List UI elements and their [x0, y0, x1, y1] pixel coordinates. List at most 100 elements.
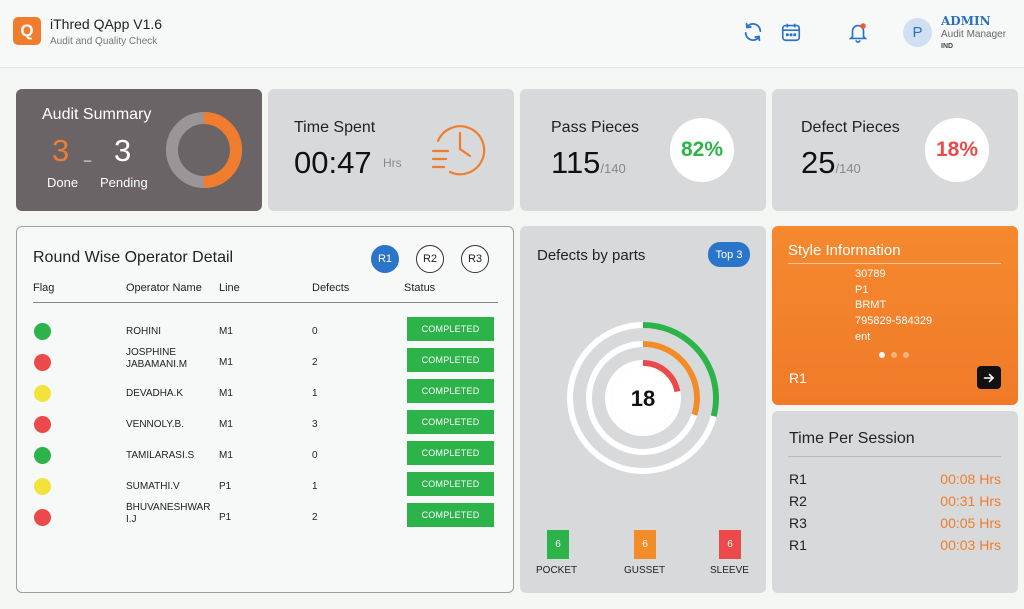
- style-info-title: Style Information: [788, 242, 901, 259]
- pass-count: 115: [551, 145, 601, 180]
- status-button[interactable]: COMPLETED: [407, 503, 494, 527]
- summary-separator: _: [84, 147, 92, 162]
- session-label-3: R3: [789, 515, 807, 531]
- operator-line: M1: [219, 326, 233, 337]
- pass-percent-badge: 82%: [670, 118, 734, 182]
- flag-indicator: [34, 323, 51, 340]
- status-button[interactable]: COMPLETED: [407, 317, 494, 341]
- operator-line: M1: [219, 388, 233, 399]
- time-spent-value: 00:47: [294, 145, 372, 180]
- flag-indicator: [34, 385, 51, 402]
- part-label-pocket: POCKET: [536, 565, 578, 576]
- round-button-r3[interactable]: R3: [461, 245, 489, 273]
- operator-line: P1: [219, 512, 232, 523]
- app-subtitle: Audit and Quality Check: [50, 36, 158, 47]
- flag-indicator: [34, 416, 51, 433]
- flag-indicator: [34, 478, 51, 495]
- flag-indicator: [34, 509, 51, 526]
- status-button[interactable]: COMPLETED: [407, 441, 494, 465]
- style-value-4: 795829-584329: [855, 315, 933, 327]
- style-value-5: ent: [855, 331, 871, 343]
- round-button-r2[interactable]: R2: [416, 245, 444, 273]
- defects-by-parts-card: Defects by parts Top 3 18 6 POCKET 6 GUS…: [520, 226, 766, 593]
- operator-line: P1: [219, 481, 232, 492]
- ring-arc-pocket: [567, 322, 719, 474]
- operator-defects: 1: [312, 481, 318, 492]
- defect-pieces-card[interactable]: Defect Pieces 25/140 18%: [772, 89, 1018, 211]
- defects-total: 18: [630, 386, 656, 411]
- operator-detail-panel: Round Wise Operator Detail R1 R2 R3 Flag…: [16, 226, 514, 593]
- ring-center: [611, 366, 675, 430]
- flag-indicator: [34, 447, 51, 464]
- session-value-4: 00:03 Hrs: [940, 537, 1001, 553]
- operator-defects: 0: [312, 450, 318, 461]
- style-value-3: BRMT: [855, 299, 887, 311]
- table-row[interactable]: VENNOLY.B. M1 3 COMPLETED: [17, 409, 515, 440]
- operator-name: VENNOLY.B.: [126, 419, 184, 430]
- carousel-dot-3[interactable]: [903, 352, 909, 358]
- avatar[interactable]: P: [903, 18, 932, 47]
- operator-defects: 2: [312, 512, 318, 523]
- style-next-button[interactable]: [977, 366, 1001, 389]
- operator-line: M1: [219, 357, 233, 368]
- round-button-r1[interactable]: R1: [371, 245, 399, 273]
- part-label-sleeve: SLEEVE: [710, 565, 749, 576]
- operator-defects: 3: [312, 419, 318, 430]
- carousel-dot-1[interactable]: [879, 352, 885, 358]
- session-label-4: R1: [789, 537, 807, 553]
- defect-percent-badge: 18%: [925, 118, 989, 182]
- session-value-1: 00:08 Hrs: [940, 471, 1001, 487]
- style-value-2: P1: [855, 284, 869, 296]
- user-country: IND: [941, 43, 954, 50]
- operator-defects: 2: [312, 357, 318, 368]
- style-round-label: R1: [789, 370, 807, 386]
- top3-badge[interactable]: Top 3: [708, 242, 750, 267]
- pass-pieces-title: Pass Pieces: [551, 119, 640, 136]
- user-role: Audit Manager: [941, 29, 1007, 40]
- status-button[interactable]: COMPLETED: [407, 379, 494, 403]
- operator-detail-title: Round Wise Operator Detail: [33, 249, 234, 266]
- audit-donut-chart: [166, 112, 242, 188]
- audit-summary-card[interactable]: Audit Summary 3 Done _ 3 Pending: [16, 89, 262, 211]
- status-button[interactable]: COMPLETED: [407, 472, 494, 496]
- table-row[interactable]: BHUVANESHWAR I.J P1 2 COMPLETED: [17, 502, 515, 533]
- table-row[interactable]: TAMILARASI.S M1 0 COMPLETED: [17, 440, 515, 471]
- ring-arc-sleeve: [605, 360, 681, 436]
- time-per-session-card: Time Per Session R1 00:08 Hrs R2 00:31 H…: [772, 411, 1018, 593]
- column-header-line: Line: [219, 282, 240, 294]
- bell-icon[interactable]: [846, 20, 870, 44]
- part-count-sleeve: 6: [719, 530, 741, 559]
- operator-line: M1: [219, 419, 233, 430]
- column-header-flag: Flag: [33, 282, 55, 294]
- status-button[interactable]: COMPLETED: [407, 410, 494, 434]
- time-spent-card[interactable]: Time Spent 00:47 Hrs: [268, 89, 514, 211]
- done-count: 3: [52, 133, 70, 168]
- column-header-defects: Defects: [312, 282, 350, 294]
- pass-total: /140: [600, 161, 626, 176]
- operator-defects: 1: [312, 388, 318, 399]
- table-row[interactable]: DEVADHA.K M1 1 COMPLETED: [17, 378, 515, 409]
- table-row[interactable]: ROHINI M1 0 COMPLETED: [17, 316, 515, 347]
- pass-pieces-card[interactable]: Pass Pieces 115/140 82%: [520, 89, 766, 211]
- table-row[interactable]: SUMATHI.V P1 1 COMPLETED: [17, 471, 515, 502]
- carousel-dot-2[interactable]: [891, 352, 897, 358]
- time-spent-unit: Hrs: [383, 156, 402, 170]
- status-button[interactable]: COMPLETED: [407, 348, 494, 372]
- time-spent-title: Time Spent: [294, 119, 376, 136]
- refresh-icon[interactable]: [741, 20, 765, 44]
- part-count-pocket: 6: [547, 530, 569, 559]
- operator-name: BHUVANESHWAR I.J: [126, 502, 211, 525]
- part-count-gusset: 6: [634, 530, 656, 559]
- app-logo: Q: [13, 17, 41, 45]
- defects-ring-chart: [567, 322, 719, 474]
- style-info-divider: [788, 263, 1001, 264]
- app-title: iThred QApp V1.6: [50, 16, 163, 32]
- operator-name: JOSPHINE JABAMANI.M: [126, 347, 188, 370]
- clock-icon: [431, 125, 486, 176]
- calendar-icon[interactable]: [779, 20, 803, 44]
- operator-name: DEVADHA.K: [126, 388, 184, 399]
- pending-label: Pending: [100, 175, 148, 190]
- table-row[interactable]: JOSPHINE JABAMANI.M M1 2 COMPLETED: [17, 347, 515, 378]
- user-name: ADMIN: [941, 14, 991, 28]
- ring-arc-gusset: [586, 341, 700, 455]
